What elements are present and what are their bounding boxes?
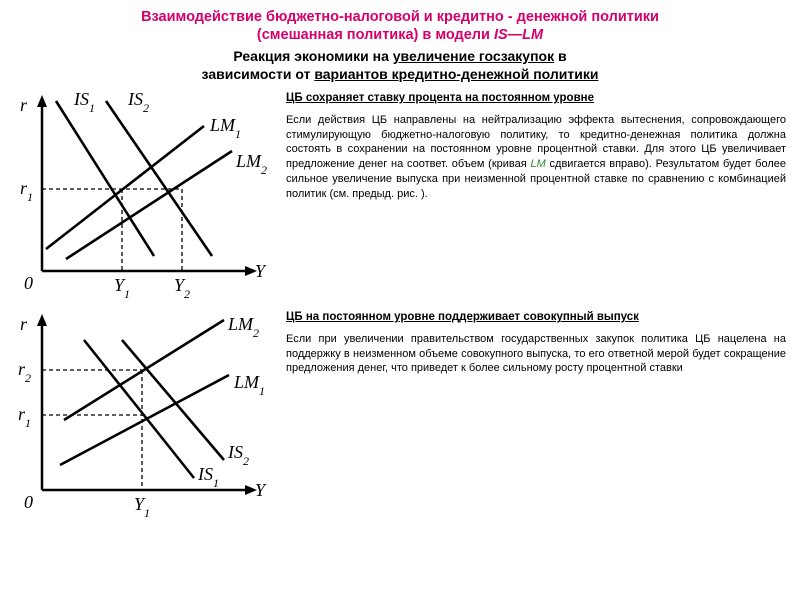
subtitle: Реакция экономики на увеличение госзакуп… [14, 48, 786, 83]
main-title: Взаимодействие бюджетно-налоговой и кред… [14, 8, 786, 44]
svg-text:r2: r2 [18, 359, 31, 385]
graph-2: r Y 0 LM2 LM1 IS1 IS2 r2 r1 Y1 [14, 310, 274, 525]
svg-text:Y1: Y1 [134, 494, 150, 520]
svg-text:Y: Y [255, 480, 267, 500]
svg-text:IS2: IS2 [127, 91, 149, 115]
svg-text:IS2: IS2 [227, 442, 249, 468]
panel-1: r Y 0 IS1 IS2 LM1 LM2 r1 Y1 Y2 ЦБ сохраняет ставк… [14, 91, 786, 306]
svg-text:0: 0 [24, 273, 33, 293]
svg-text:r: r [20, 95, 28, 115]
panel-2-heading: ЦБ на постоянном уровне поддерживает сов… [286, 310, 786, 326]
svg-text:Y2: Y2 [174, 275, 190, 301]
graph-1: r Y 0 IS1 IS2 LM1 LM2 r1 Y1 Y2 [14, 91, 274, 306]
svg-text:LM1: LM1 [233, 372, 265, 398]
panel-2: r Y 0 LM2 LM1 IS1 IS2 r2 r1 Y1 ЦБ на постоянном у… [14, 310, 786, 525]
svg-text:r: r [20, 314, 28, 334]
svg-text:LM1: LM1 [209, 115, 241, 141]
svg-text:Y1: Y1 [114, 275, 130, 301]
svg-text:IS1: IS1 [197, 464, 219, 490]
svg-text:LM2: LM2 [235, 151, 267, 177]
panel-1-text: ЦБ сохраняет ставку процента на постоянн… [286, 91, 786, 202]
panel-2-text: ЦБ на постоянном уровне поддерживает сов… [286, 310, 786, 376]
svg-text:Y: Y [255, 261, 267, 281]
svg-text:IS1: IS1 [73, 91, 95, 115]
svg-text:0: 0 [24, 492, 33, 512]
svg-text:LM2: LM2 [227, 314, 259, 340]
svg-text:r1: r1 [20, 178, 33, 204]
svg-text:r1: r1 [18, 404, 31, 430]
panel-1-heading: ЦБ сохраняет ставку процента на постоянн… [286, 91, 786, 107]
